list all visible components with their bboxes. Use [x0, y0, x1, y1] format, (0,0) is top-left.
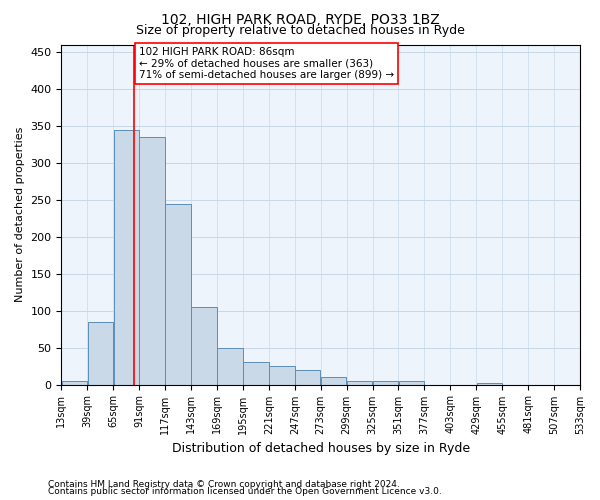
- Bar: [399, 381, 424, 384]
- Bar: [373, 381, 398, 384]
- Bar: [139, 138, 165, 384]
- Text: Size of property relative to detached houses in Ryde: Size of property relative to detached ho…: [136, 24, 464, 37]
- Bar: [243, 362, 269, 384]
- X-axis label: Distribution of detached houses by size in Ryde: Distribution of detached houses by size …: [172, 442, 470, 455]
- Bar: [217, 348, 242, 385]
- Bar: [347, 381, 373, 384]
- Bar: [269, 366, 295, 384]
- Bar: [62, 381, 87, 384]
- Bar: [113, 130, 139, 384]
- Bar: [88, 322, 113, 384]
- Bar: [191, 307, 217, 384]
- Text: Contains HM Land Registry data © Crown copyright and database right 2024.: Contains HM Land Registry data © Crown c…: [48, 480, 400, 489]
- Bar: [295, 370, 320, 384]
- Text: Contains public sector information licensed under the Open Government Licence v3: Contains public sector information licen…: [48, 487, 442, 496]
- Bar: [166, 204, 191, 384]
- Y-axis label: Number of detached properties: Number of detached properties: [15, 127, 25, 302]
- Bar: [476, 383, 502, 384]
- Text: 102 HIGH PARK ROAD: 86sqm
← 29% of detached houses are smaller (363)
71% of semi: 102 HIGH PARK ROAD: 86sqm ← 29% of detac…: [139, 47, 394, 80]
- Bar: [321, 377, 346, 384]
- Text: 102, HIGH PARK ROAD, RYDE, PO33 1BZ: 102, HIGH PARK ROAD, RYDE, PO33 1BZ: [161, 12, 439, 26]
